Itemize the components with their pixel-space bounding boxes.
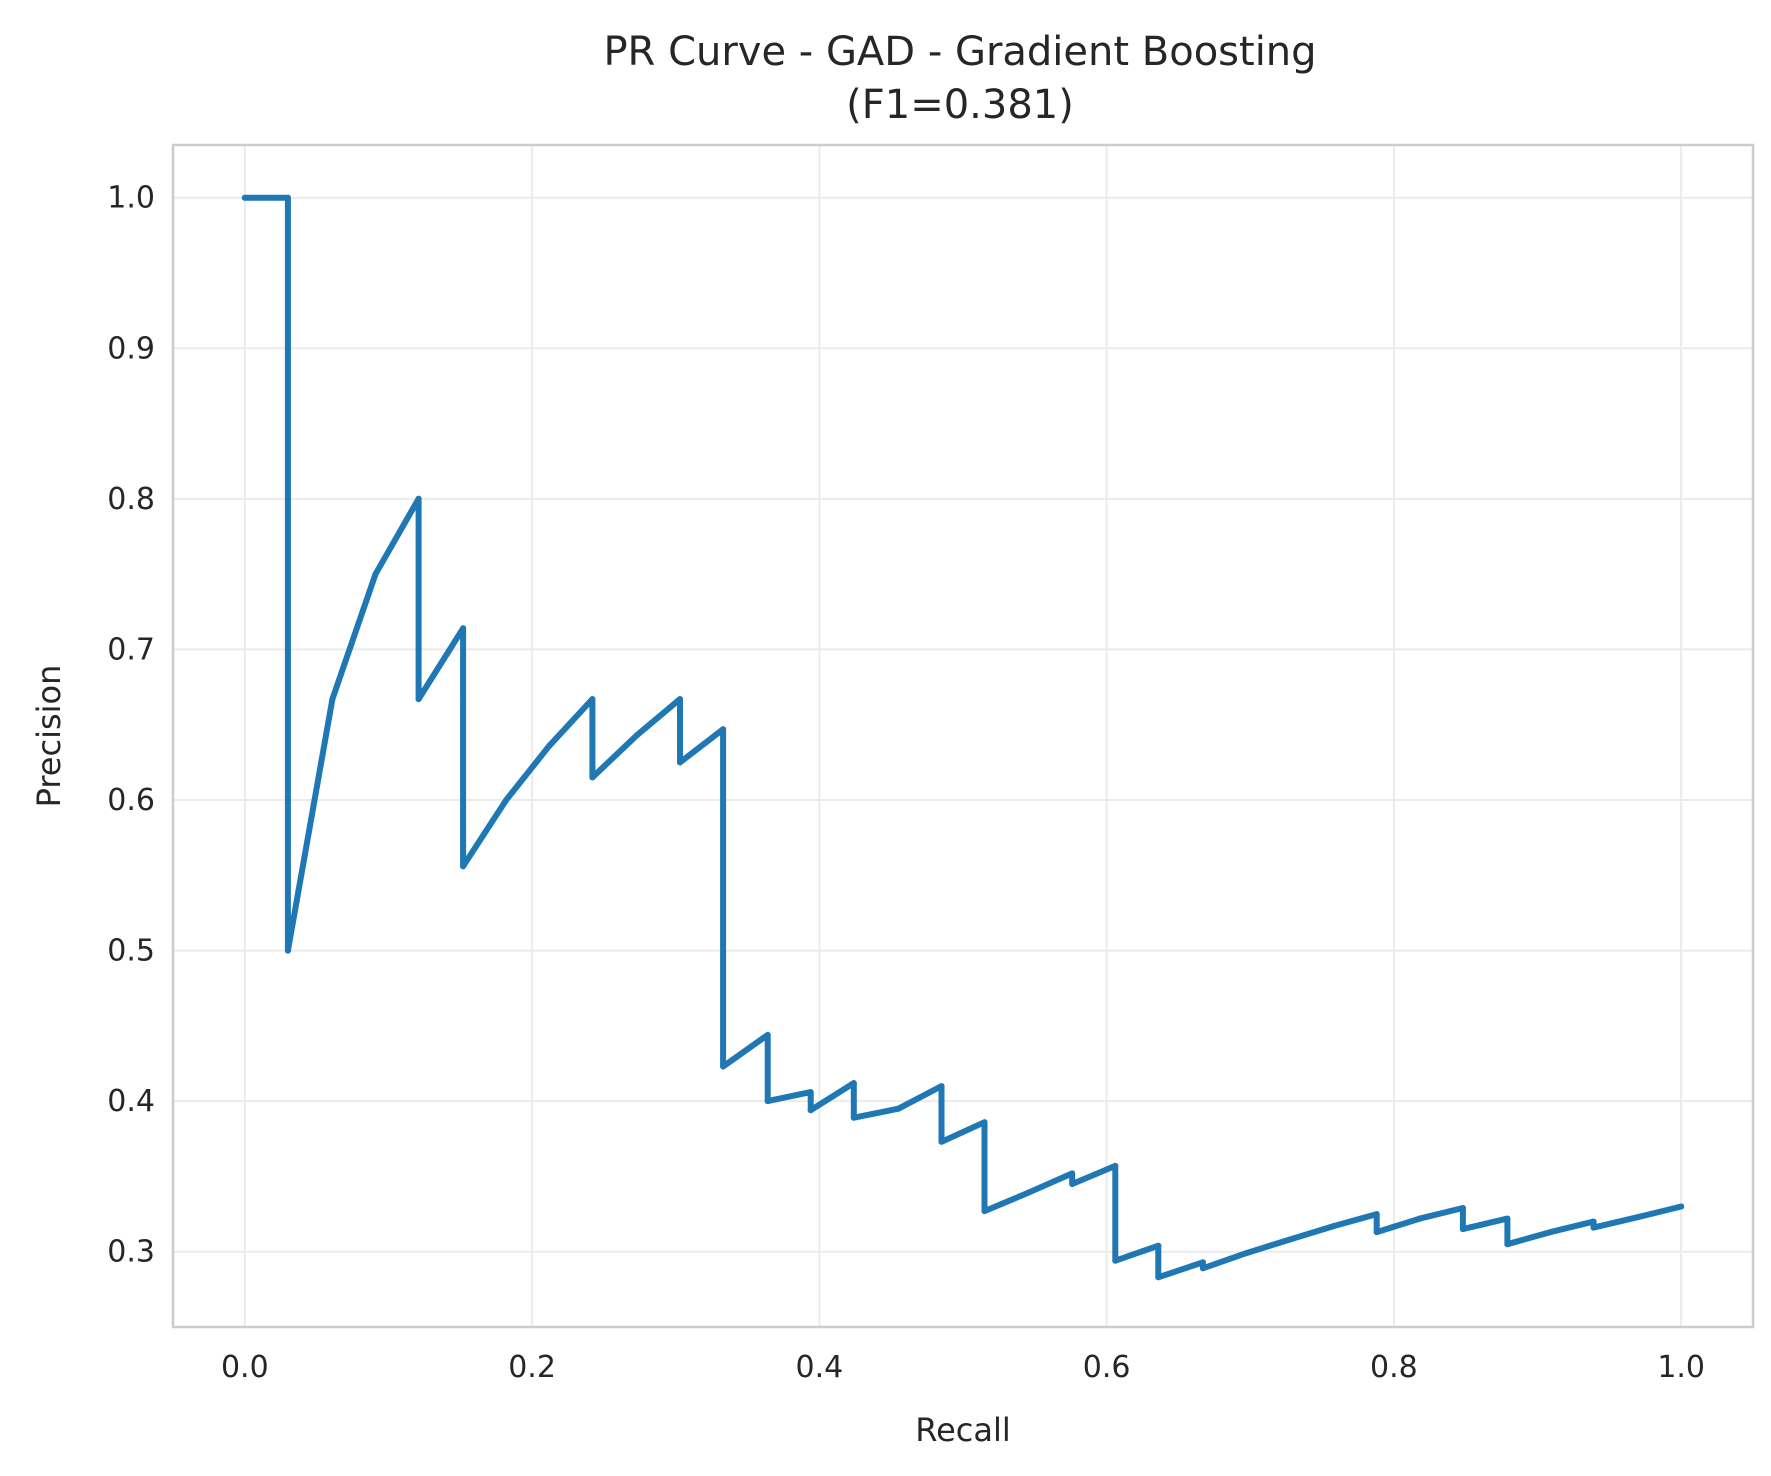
- pr-curve-point: [1112, 1162, 1119, 1169]
- x-axis-label: Recall: [915, 1411, 1010, 1449]
- grid: [173, 145, 1753, 1327]
- pr-curve-point: [1024, 1190, 1031, 1196]
- y-tick-label: 1.0: [107, 181, 155, 216]
- pr-curve-point: [981, 1208, 988, 1215]
- series-0: [241, 194, 1685, 1281]
- pr-curve-point: [1199, 1265, 1206, 1272]
- pr-curve-point: [415, 495, 422, 502]
- x-tick-label: 0.4: [796, 1350, 844, 1385]
- x-tick-label: 0.2: [508, 1350, 556, 1385]
- pr-curve-point: [850, 1080, 857, 1087]
- pr-curve-point: [1416, 1215, 1423, 1222]
- pr-curve-point: [1112, 1257, 1119, 1264]
- y-tick-label: 0.3: [107, 1235, 155, 1270]
- pr-curve-point: [460, 863, 467, 870]
- pr-curve-point: [589, 696, 596, 703]
- pr-curve-point: [764, 1098, 771, 1105]
- pr-curve-point: [546, 742, 553, 749]
- pr-curve-point: [1678, 1203, 1685, 1210]
- pr-curve-point: [241, 194, 248, 201]
- x-tick-label: 0.6: [1083, 1350, 1131, 1385]
- pr-curve-point: [1069, 1181, 1076, 1187]
- pr-curve-point: [284, 947, 291, 954]
- pr-curve-point: [720, 1063, 727, 1070]
- pr-curve-point: [938, 1138, 945, 1145]
- x-tick-label: 1.0: [1657, 1350, 1705, 1385]
- pr-curve-point: [1286, 1236, 1293, 1243]
- pr-curve-point: [1373, 1229, 1380, 1236]
- pr-curve-point: [1069, 1170, 1076, 1177]
- pr-curve-point: [372, 571, 379, 578]
- chart-title: PR Curve - GAD - Gradient Boosting: [603, 29, 1316, 75]
- pr-curve-point: [1155, 1242, 1162, 1249]
- pr-curve-point: [284, 194, 291, 201]
- pr-curve-point: [1459, 1226, 1466, 1233]
- pr-curve-point: [981, 1119, 988, 1126]
- x-tick-label: 0.0: [221, 1350, 269, 1385]
- pr-curve-point: [460, 625, 467, 632]
- pr-curve-point: [1547, 1229, 1554, 1236]
- pr-curve-point: [764, 1031, 771, 1038]
- pr-curve-point: [1155, 1274, 1162, 1281]
- y-tick-label: 0.5: [107, 934, 155, 969]
- pr-curve-line: [241, 194, 1685, 1281]
- y-tick-label: 0.8: [107, 482, 155, 517]
- y-axis-label: Precision: [30, 665, 68, 808]
- y-tick-label: 0.7: [107, 632, 155, 667]
- y-tick-label: 0.9: [107, 331, 155, 366]
- y-tick-label: 0.4: [107, 1084, 155, 1119]
- pr-curve-point: [677, 696, 683, 703]
- pr-curve-point: [807, 1107, 814, 1114]
- pr-curve-point: [1243, 1250, 1249, 1257]
- series-layer: [241, 194, 1685, 1281]
- chart-subtitle: (F1=0.381): [846, 82, 1074, 128]
- pr-curve-point: [895, 1105, 902, 1112]
- pr-curve-point: [415, 696, 422, 703]
- pr-curve-point: [329, 696, 336, 703]
- x-tick-label: 0.8: [1370, 1350, 1418, 1385]
- pr-curve-point: [1330, 1223, 1337, 1230]
- pr-curve-point: [1504, 1241, 1511, 1248]
- pr-curve-point: [1504, 1215, 1511, 1222]
- pr-curve-point: [938, 1083, 945, 1090]
- pr-curve-point: [1459, 1205, 1466, 1211]
- tick-labels: 0.0 0.2 0.4 0.6 0.8 1.0 0.3 0.4 0.5 0.6 0.7 0.8 0.9 1…: [107, 181, 1705, 1385]
- pr-curve-point: [1373, 1211, 1380, 1218]
- pr-curve-point: [1590, 1224, 1597, 1231]
- pr-curve-point: [633, 732, 640, 739]
- pr-curve-point: [503, 797, 510, 803]
- pr-curve-point: [807, 1089, 814, 1096]
- plot-area-frame: [171, 143, 1755, 1329]
- pr-curve-point: [589, 774, 596, 781]
- pr-curve-point: [1199, 1259, 1206, 1266]
- pr-curve-point: [850, 1114, 857, 1121]
- pr-curve-point: [677, 759, 683, 766]
- pr-curve-point: [720, 726, 727, 733]
- pr-curve-point: [1590, 1218, 1597, 1225]
- y-tick-label: 0.6: [107, 783, 155, 818]
- pr-curve-point: [1635, 1214, 1642, 1221]
